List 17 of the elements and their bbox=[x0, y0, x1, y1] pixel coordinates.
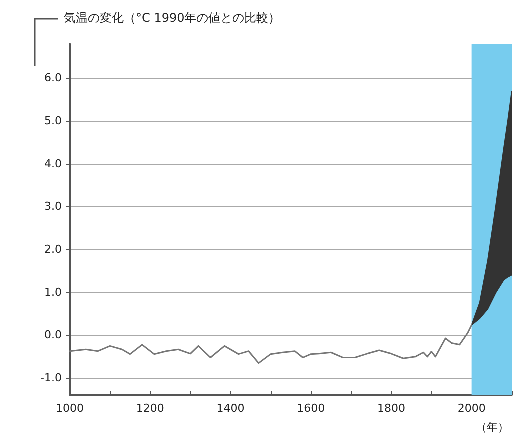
y-tick-label: 2.0 bbox=[44, 242, 62, 256]
y-axis-title: 気温の変化（°C 1990年の値との比較） bbox=[64, 11, 281, 25]
y-tick-label: 4.0 bbox=[44, 157, 62, 170]
x-axis-title: （年） bbox=[476, 421, 509, 434]
x-tick-label: 1200 bbox=[136, 402, 164, 415]
x-tick-label: 1400 bbox=[216, 402, 245, 415]
y-tick-label: 0.0 bbox=[44, 328, 62, 342]
x-tick-label: 2000 bbox=[458, 402, 486, 415]
x-tick-label: 1000 bbox=[56, 402, 84, 415]
line-series bbox=[69, 324, 473, 364]
y-tick-label: 3.0 bbox=[44, 200, 62, 214]
y-tick-label: 5.0 bbox=[44, 114, 62, 128]
y-tick-label: 6.0 bbox=[44, 72, 62, 85]
x-tick-label: 1600 bbox=[297, 402, 326, 415]
y-tick-label: -1.0 bbox=[40, 371, 62, 384]
y-tick-label: 1.0 bbox=[44, 286, 62, 299]
x-tick-label: 1800 bbox=[377, 402, 406, 415]
